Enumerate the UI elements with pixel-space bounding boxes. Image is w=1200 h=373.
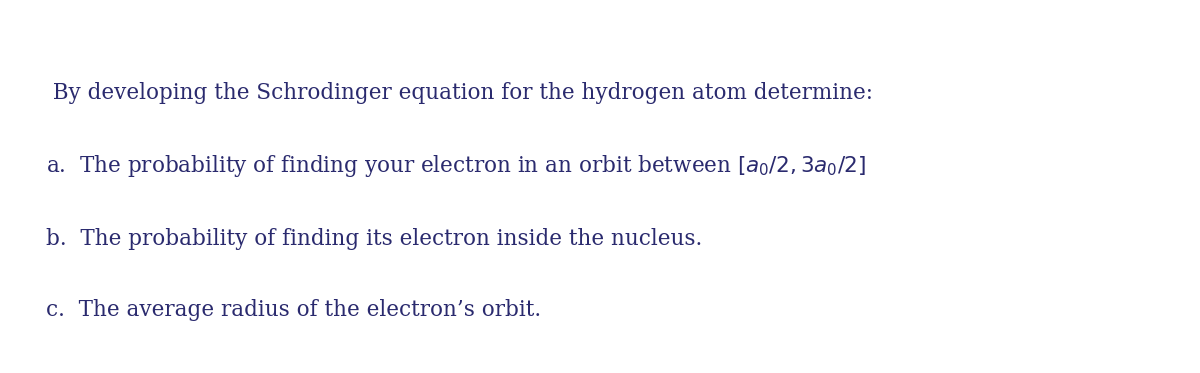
Text: b.  The probability of finding its electron inside the nucleus.: b. The probability of finding its electr… [46,228,702,250]
Text: By developing the Schrodinger equation for the hydrogen atom determine:: By developing the Schrodinger equation f… [46,82,872,104]
Text: a.  The probability of finding your electron in an orbit between $[a_0/2, 3a_0/2: a. The probability of finding your elect… [46,153,865,179]
Text: c.  The average radius of the electron’s orbit.: c. The average radius of the electron’s … [46,299,541,321]
